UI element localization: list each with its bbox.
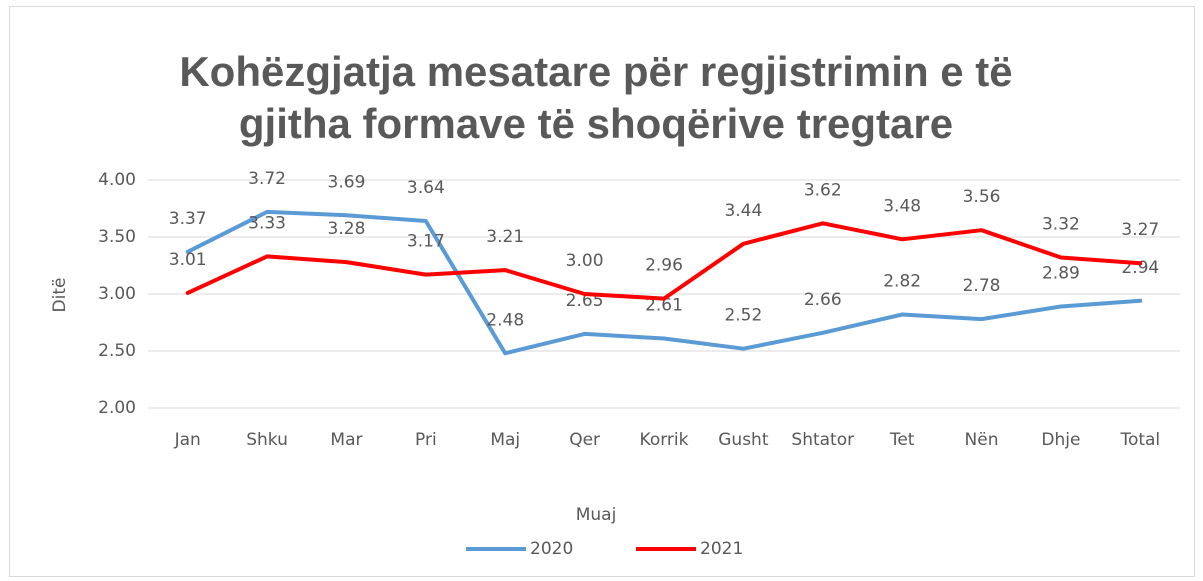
data-label: 3.37	[169, 209, 207, 229]
x-tick-label: Dhje	[1041, 430, 1080, 450]
data-label: 2.66	[804, 290, 842, 310]
data-label: 2.48	[486, 310, 524, 330]
x-tick-label: Maj	[490, 430, 520, 450]
y-axis-label: Ditë	[50, 278, 70, 313]
y-tick-label: 3.50	[98, 227, 136, 247]
y-tick-label: 3.00	[98, 284, 136, 304]
data-label: 3.01	[169, 250, 207, 270]
data-label: 3.64	[407, 178, 445, 198]
data-label: 3.72	[248, 169, 286, 189]
data-label: 2.82	[883, 272, 921, 292]
data-label: 3.56	[963, 187, 1001, 207]
data-label: 2.52	[724, 306, 762, 326]
x-tick-label: Mar	[330, 430, 362, 450]
series-line	[185, 221, 1143, 301]
x-tick-label: Shtator	[791, 430, 854, 450]
x-tick-label: Nën	[965, 430, 999, 450]
x-tick-label: Pri	[415, 430, 437, 450]
x-tick-label: Qer	[569, 430, 600, 450]
data-label: 3.00	[566, 251, 604, 271]
data-label: 3.28	[328, 219, 366, 239]
x-tick-label: Tet	[889, 430, 915, 450]
data-label: 3.48	[883, 196, 921, 216]
chart-title: Kohëzgjatja mesatare për regjistrimin e …	[179, 48, 1012, 95]
x-tick-label: Gusht	[718, 430, 769, 450]
chart-title: gjitha formave të shoqërive tregtare	[239, 100, 953, 147]
chart-border	[9, 6, 1195, 577]
legend-label: 2021	[700, 539, 743, 559]
data-label: 3.21	[486, 227, 524, 247]
x-tick-label: Total	[1119, 430, 1160, 450]
data-label: 2.96	[645, 256, 683, 276]
x-tick-label: Jan	[174, 430, 201, 450]
x-tick-label: Korrik	[640, 430, 689, 450]
data-label: 3.27	[1121, 220, 1159, 240]
y-tick-label: 4.00	[98, 170, 136, 190]
data-label: 3.44	[724, 201, 762, 221]
data-label: 3.32	[1042, 215, 1080, 235]
data-label: 2.61	[645, 295, 683, 315]
y-tick-label: 2.50	[98, 341, 136, 361]
data-label: 3.69	[328, 172, 366, 192]
x-axis-label: Muaj	[576, 505, 617, 525]
series-line	[185, 209, 1143, 356]
data-label: 2.89	[1042, 264, 1080, 284]
x-tick-label: Shku	[246, 430, 288, 450]
data-label: 3.62	[804, 180, 842, 200]
y-tick-label: 2.00	[98, 398, 136, 418]
data-label: 3.17	[407, 232, 445, 252]
data-label: 2.78	[963, 276, 1001, 296]
legend-label: 2020	[530, 539, 573, 559]
data-label: 3.33	[248, 213, 286, 233]
